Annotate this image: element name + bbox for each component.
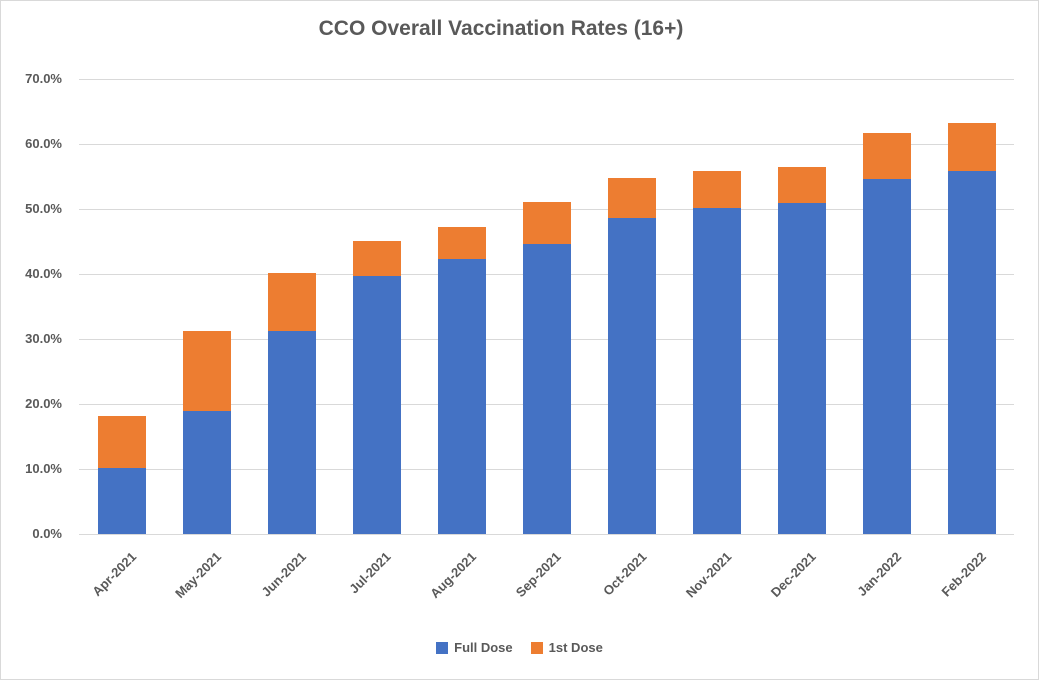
y-axis-tick-label: 20.0% [25,396,62,411]
legend-label-full-dose: Full Dose [454,640,513,655]
x-axis-tick-label: Jan-2022 [854,549,905,599]
x-axis-tick-label: Feb-2022 [938,549,990,600]
bar-1st-dose-feb-2022 [947,122,996,171]
bar-1st-dose-oct-2021 [607,177,656,219]
bar-full-dose-dec-2021 [777,203,826,534]
bar-full-dose-feb-2022 [947,170,996,534]
y-axis-tick-label: 30.0% [25,331,62,346]
bar-1st-dose-may-2021 [182,330,231,412]
bar-full-dose-jul-2021 [352,275,401,534]
x-axis-tick-label: Sep-2021 [513,549,565,600]
bar-1st-dose-sep-2021 [522,201,571,245]
bar-full-dose-may-2021 [182,411,231,534]
gridline [79,534,1014,535]
x-axis-tick-label: May-2021 [172,549,225,602]
legend-swatch-1st-dose-icon [530,641,543,654]
bar-1st-dose-jul-2021 [352,240,401,276]
x-axis-tick-label: Oct-2021 [599,549,650,599]
legend-label-1st-dose: 1st Dose [548,640,603,655]
bar-full-dose-sep-2021 [522,244,571,534]
y-axis-tick-label: 50.0% [25,201,62,216]
x-axis-tick-label: Jun-2021 [258,549,310,600]
legend-item-1st-dose: 1st Dose [530,640,603,655]
y-axis-tick-label: 70.0% [25,71,62,86]
x-axis-tick-label: Nov-2021 [682,549,735,601]
y-axis-tick-label: 0.0% [32,526,62,541]
bar-1st-dose-nov-2021 [692,170,741,208]
y-axis-tick-label: 10.0% [25,461,62,476]
bar-full-dose-apr-2021 [97,468,146,534]
legend-item-full-dose: Full Dose [436,640,513,655]
gridline [79,144,1014,145]
bar-1st-dose-jan-2022 [862,132,911,180]
bar-full-dose-oct-2021 [607,218,656,534]
x-axis-tick-label: Jul-2021 [346,549,395,597]
y-axis-tick-label: 40.0% [25,266,62,281]
bar-1st-dose-apr-2021 [97,416,146,469]
y-axis-tick-label: 60.0% [25,136,62,151]
bar-full-dose-aug-2021 [437,259,486,534]
legend-swatch-full-dose-icon [436,641,449,654]
x-axis-tick-label: Apr-2021 [89,549,140,599]
bar-1st-dose-dec-2021 [777,166,826,204]
x-axis-tick-label: Dec-2021 [768,549,820,600]
bar-full-dose-nov-2021 [692,207,741,534]
legend: Full Dose 1st Dose [1,640,1038,655]
bar-1st-dose-aug-2021 [437,226,486,260]
bar-1st-dose-jun-2021 [267,272,316,332]
chart-title: CCO Overall Vaccination Rates (16+) [318,17,684,40]
bar-full-dose-jan-2022 [862,179,911,534]
bar-full-dose-jun-2021 [267,331,316,534]
x-axis-tick-label: Aug-2021 [427,549,480,601]
gridline [79,79,1014,80]
